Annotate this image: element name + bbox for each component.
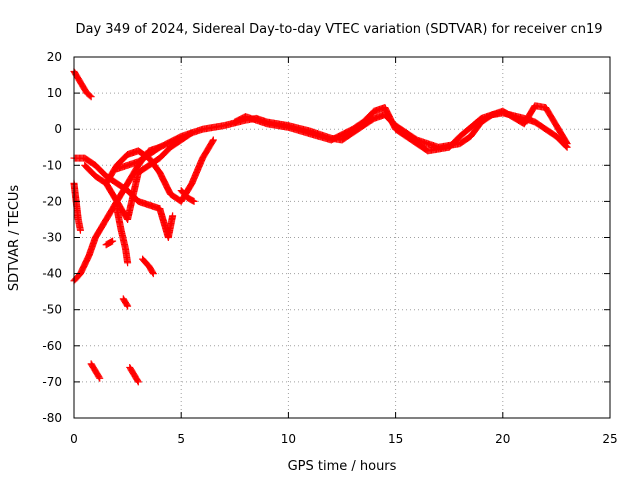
x-tick-label: 25 (602, 432, 617, 446)
data-point-plus (188, 129, 196, 137)
series-drop-right (156, 205, 177, 241)
y-tick-label: -20 (42, 194, 62, 208)
y-tick-label: -10 (42, 158, 62, 172)
y-tick-label: -80 (42, 411, 62, 425)
data-point-plus (86, 92, 94, 100)
y-tick-label: 10 (47, 86, 62, 100)
series-early-rise (70, 143, 164, 285)
y-tick-label: -50 (42, 303, 62, 317)
x-tick-label: 5 (177, 432, 185, 446)
axis-ticks (73, 56, 611, 419)
data-points (70, 67, 571, 386)
data-point-plus (149, 268, 157, 276)
data-point-plus (209, 137, 217, 145)
data-point-plus (96, 374, 104, 382)
y-tick-label: 20 (47, 50, 62, 64)
y-tick-label: 0 (54, 122, 62, 136)
data-point-plus (109, 237, 117, 245)
data-point-plus (562, 139, 570, 147)
data-point-plus (156, 143, 164, 151)
x-tick-label: 10 (281, 432, 296, 446)
x-tick-label: 15 (388, 432, 403, 446)
series-drop-mid (113, 205, 132, 267)
x-tick-label: 0 (70, 432, 78, 446)
series-outlier-1 (102, 237, 117, 249)
chart-title: Day 349 of 2024, Sidereal Day-to-day VTE… (75, 22, 602, 37)
data-point-plus (108, 238, 116, 246)
data-point-plus (95, 373, 103, 381)
data-point-plus (123, 301, 131, 309)
x-tick-label: 20 (495, 432, 510, 446)
data-point-plus (209, 136, 217, 144)
series-drop-left (70, 179, 84, 234)
series-mid-tail (177, 187, 198, 205)
y-tick-label: -70 (42, 375, 62, 389)
series-high-start (70, 67, 95, 101)
data-point-plus (149, 270, 157, 278)
y-axis-label: SDTVAR / TECUs (7, 185, 22, 292)
y-tick-label: -60 (42, 339, 62, 353)
series-early-second (81, 129, 196, 223)
data-point-plus (169, 212, 177, 220)
data-point-plus (187, 130, 195, 138)
y-tick-label: -40 (42, 267, 62, 281)
data-point-plus (124, 259, 132, 267)
series-main-track-band (231, 102, 571, 155)
series-outlier-4 (87, 360, 104, 382)
data-point-plus (190, 197, 198, 205)
x-axis-label: GPS time / hours (288, 459, 397, 474)
grid-lines (74, 57, 610, 418)
data-point-plus (134, 378, 142, 386)
tick-labels: 0 5 10 15 20 25 -80 -70 -60 -50 -40 -30 -20 -10 0 10 20 (42, 50, 617, 446)
series-outlier-2 (119, 295, 132, 310)
y-tick-label: -30 (42, 231, 62, 245)
series-outlier-5 (126, 363, 142, 386)
data-point-plus (134, 377, 142, 385)
data-point-plus (189, 197, 197, 205)
data-point-plus (87, 93, 95, 101)
data-point-plus (563, 140, 571, 148)
series-outlier-3 (139, 255, 157, 278)
data-point-plus (124, 302, 132, 310)
data-point-plus (76, 226, 84, 234)
series-cross-arc (102, 136, 217, 205)
